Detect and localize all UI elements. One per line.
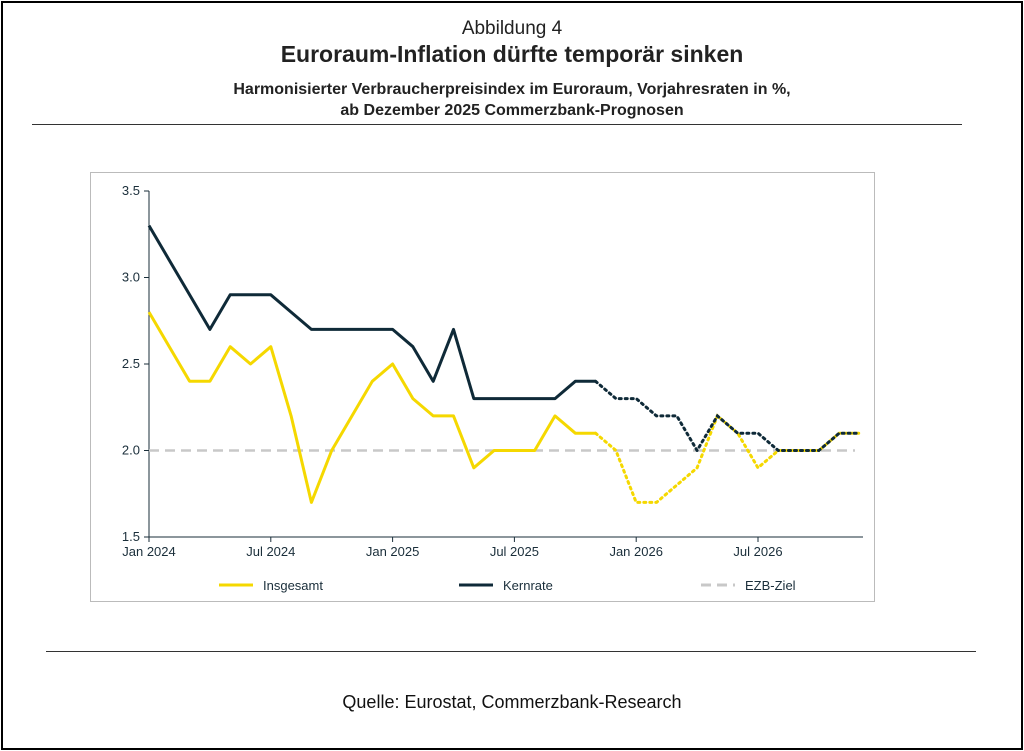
- series-layer: [147, 224, 861, 504]
- legend-label-insgesamt: Insgesamt: [263, 578, 323, 593]
- series-line-insgesamt-actual: [147, 311, 596, 504]
- chart-box: 1.5 2.0 2.5 3.0 3.5 Jan 2024 Jul 2024 Jan 2025 J…: [90, 172, 875, 602]
- x-tick-label: Jul 2025: [490, 544, 539, 559]
- y-tick-label: 3.0: [122, 270, 140, 285]
- series-line-insgesamt-forecast: [594, 413, 861, 504]
- legend: Insgesamt Kernrate EZB-Ziel: [219, 578, 796, 593]
- x-tick-label: Jan 2025: [366, 544, 420, 559]
- subtitle-line-2: ab Dezember 2025 Commerzbank-Prognosen: [340, 102, 684, 119]
- x-tick-label: Jul 2026: [733, 544, 782, 559]
- series-line-kernrate-forecast: [594, 379, 861, 454]
- legend-label-ezb-ziel: EZB-Ziel: [745, 578, 796, 593]
- legend-label-kernrate: Kernrate: [503, 578, 553, 593]
- bottom-divider: [46, 651, 976, 652]
- y-tick-label: 1.5: [122, 529, 140, 544]
- y-tick-label: 2.0: [122, 443, 140, 458]
- chart-title: Euroraum-Inflation dürfte temporär sinke…: [280, 41, 744, 67]
- y-tick-label: 2.5: [122, 356, 140, 371]
- subtitle-line-1: Harmonisierter Verbraucherpreisindex im …: [233, 81, 791, 98]
- chart-subtitle: Harmonisierter Verbraucherpreisindex im …: [0, 79, 1024, 121]
- axes: 1.5 2.0 2.5 3.0 3.5 Jan 2024 Jul 2024 Jan 2025 J…: [122, 183, 863, 559]
- source-note: Quelle: Eurostat, Commerzbank-Research: [342, 692, 682, 712]
- x-tick-label: Jan 2024: [122, 544, 176, 559]
- y-tick-label: 3.5: [122, 183, 140, 198]
- top-divider: [32, 124, 962, 125]
- x-tick-label: Jan 2026: [609, 544, 663, 559]
- x-tick-label: Jul 2024: [246, 544, 295, 559]
- line-chart: 1.5 2.0 2.5 3.0 3.5 Jan 2024 Jul 2024 Jan 2025 J…: [122, 183, 863, 593]
- figure-label: Abbildung 4: [461, 18, 563, 39]
